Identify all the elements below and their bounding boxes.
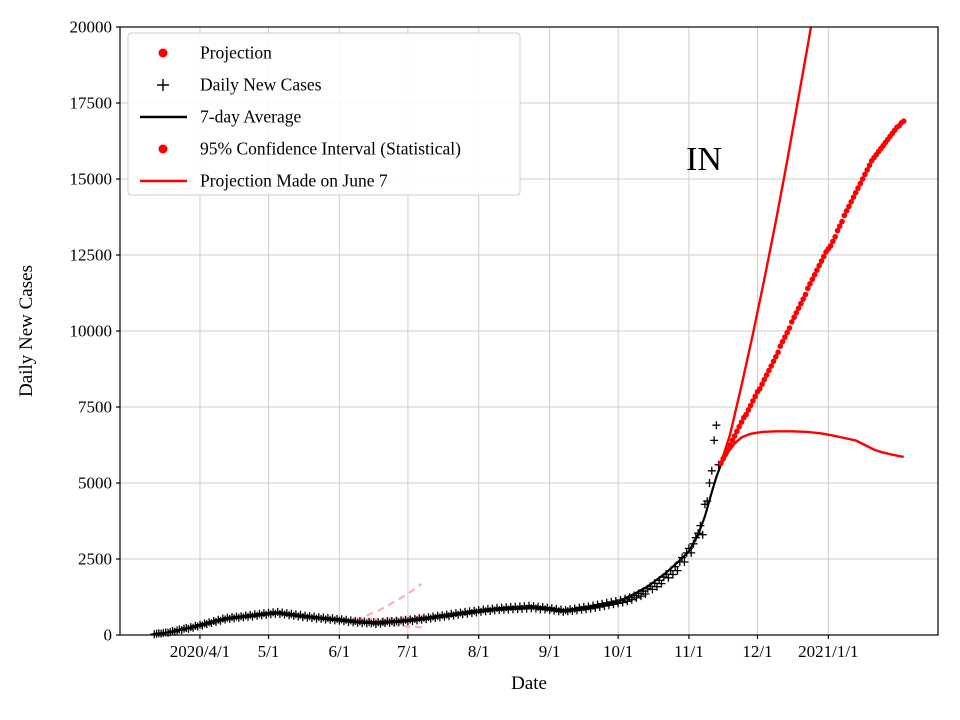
- ci-upper-line: [719, 27, 813, 464]
- x-tick-label: 2021/1/1: [798, 642, 858, 661]
- x-tick-label: 5/1: [258, 642, 280, 661]
- legend-box: [127, 32, 521, 196]
- x-tick-label: 7/1: [397, 642, 419, 661]
- legend-item: Projection Made on June 7: [140, 171, 388, 191]
- projection-dots: [718, 118, 907, 467]
- legend-item: Projection: [158, 43, 272, 63]
- y-tick-label: 10000: [70, 322, 113, 341]
- y-tick-label: 20000: [70, 18, 113, 37]
- x-tick-label: 9/1: [539, 642, 561, 661]
- y-tick-label: 15000: [70, 170, 113, 189]
- y-tick-label: 0: [104, 626, 113, 645]
- y-axis-label: Daily New Cases: [16, 265, 37, 397]
- state-annotation: IN: [686, 141, 722, 178]
- y-tick-label: 5000: [78, 474, 112, 493]
- legend-plus-marker: [157, 79, 169, 91]
- legend-label: 7-day Average: [200, 107, 301, 127]
- june7-projection-lines: [354, 583, 423, 629]
- legend-dot-marker: [158, 144, 168, 154]
- legend-item: Daily New Cases: [157, 75, 322, 95]
- legend-item: 7-day Average: [140, 107, 301, 127]
- confidence-interval-lines: [719, 27, 904, 466]
- x-tick-label: 12/1: [742, 642, 772, 661]
- x-axis: 2020/4/1 5/1 6/1 7/1 8/1 9/1 10/1 11/1 12/1 2021/…: [170, 635, 859, 661]
- legend-dot-marker: [158, 48, 168, 58]
- x-tick-label: 10/1: [603, 642, 633, 661]
- y-tick-label: 17500: [70, 94, 113, 113]
- x-tick-label: 11/1: [674, 642, 704, 661]
- y-tick-label: 2500: [78, 550, 112, 569]
- y-axis: 0 2500 5000 7500 10000 12500 15000 17500 20000: [70, 18, 120, 645]
- legend-label: Projection: [200, 43, 272, 63]
- x-tick-label: 2020/4/1: [170, 642, 230, 661]
- legend: Projection Daily New Cases 7-day Average 95…: [127, 32, 521, 196]
- x-tick-label: 6/1: [328, 642, 350, 661]
- legend-label: Daily New Cases: [200, 75, 322, 95]
- y-tick-label: 7500: [78, 398, 112, 417]
- x-tick-label: 8/1: [468, 642, 490, 661]
- legend-label: Projection Made on June 7: [200, 171, 388, 191]
- ci-lower-line: [719, 430, 904, 466]
- legend-item: 95% Confidence Interval (Statistical): [158, 139, 461, 159]
- y-tick-label: 12500: [70, 246, 113, 265]
- seven-day-average-line: [154, 464, 722, 636]
- legend-label: 95% Confidence Interval (Statistical): [200, 139, 461, 159]
- x-axis-label: Date: [511, 673, 547, 694]
